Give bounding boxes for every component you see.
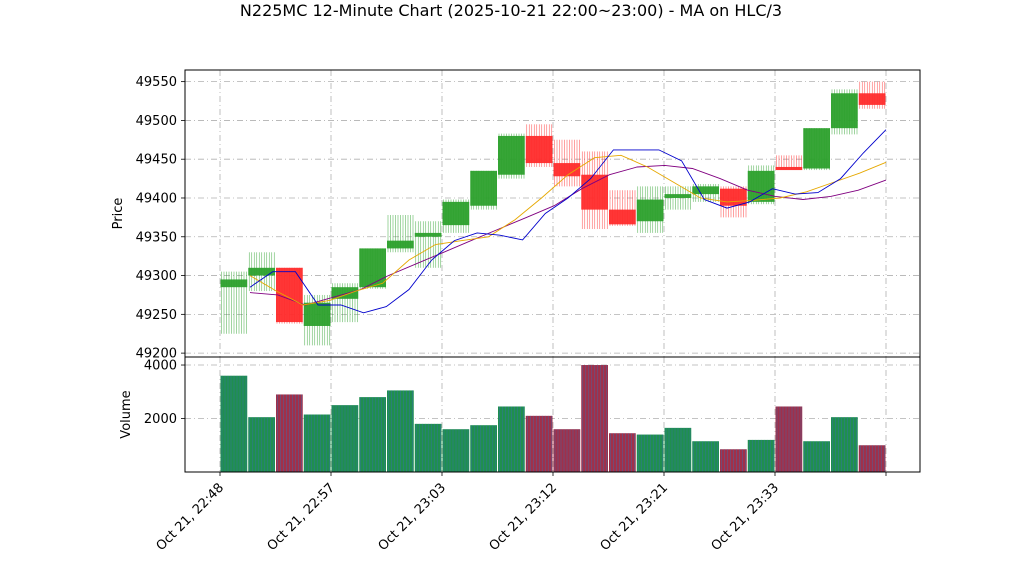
price-axis-label: Price [111, 198, 126, 230]
candle-up [747, 165, 775, 205]
candle-up [442, 199, 470, 233]
volume-bar [803, 441, 830, 472]
candle-up [498, 133, 525, 179]
volume-bar [303, 414, 331, 472]
volume-bar [775, 406, 803, 472]
candle-body [331, 287, 359, 299]
candle-up [303, 294, 331, 346]
candle-down [581, 151, 608, 230]
candle-up [692, 184, 719, 202]
volume-bar [609, 433, 636, 472]
volume-bar [581, 365, 608, 472]
volume-bar [747, 439, 775, 472]
price-tick-label: 49250 [136, 308, 177, 323]
ma-slow-line [249, 164, 887, 306]
price-panel: 49200 49250 49300 49350 49400 49450 49500 49550… [111, 69, 921, 362]
price-tick-label: 49400 [136, 191, 177, 206]
candle-body [692, 186, 719, 195]
candle-up [359, 248, 386, 289]
volume-frame [184, 356, 921, 473]
x-tick-label: Oct 21, 23:21 [598, 480, 671, 553]
x-tick-label: Oct 21, 23:33 [709, 480, 782, 553]
volume-bar [470, 425, 497, 472]
price-tick-label: 49450 [136, 153, 177, 168]
candle-body [609, 209, 636, 225]
volume-bar [414, 423, 442, 472]
volume-bar [720, 449, 747, 472]
volume-bar [664, 427, 692, 472]
price-tick-label: 49350 [136, 230, 177, 245]
volume-bar [858, 445, 886, 472]
volume-panel: 2000 4000 Volume [119, 356, 921, 473]
ma-mid-line [249, 154, 887, 306]
candle-up [831, 89, 858, 135]
candle-body [775, 166, 803, 171]
volume-bar [331, 405, 359, 472]
price-tick-label: 49200 [136, 347, 177, 362]
candle-down [858, 81, 886, 109]
volume-bar [498, 406, 525, 472]
candle-body [387, 240, 414, 249]
candle-up [803, 128, 830, 171]
x-tick-label: Oct 21, 22:57 [265, 480, 338, 553]
ma-fast-line [249, 129, 887, 314]
volume-bar [220, 375, 248, 472]
candle-body [831, 93, 858, 129]
volume-bar [831, 417, 858, 472]
candle-body [803, 128, 830, 169]
volume-axis-label: Volume [119, 390, 134, 438]
volume-tick-label: 2000 [144, 412, 177, 427]
candle-body [414, 232, 442, 237]
candle-up [331, 283, 359, 323]
candle-down [609, 190, 636, 226]
volume-bar [387, 390, 414, 472]
volume-bar [442, 429, 470, 472]
candle-body [525, 135, 553, 164]
volume-bar [525, 415, 553, 472]
candle-down [525, 124, 553, 167]
candle-down [775, 155, 803, 171]
candle-body [553, 163, 581, 177]
x-tick-label: Oct 21, 23:12 [487, 480, 560, 553]
candle-body [747, 170, 775, 202]
candle-body [858, 93, 886, 105]
volume-bar [692, 441, 719, 472]
candle-up [664, 186, 692, 210]
chart-title: N225MC 12-Minute Chart (2025-10-21 22:00… [239, 1, 783, 20]
candle-body [248, 267, 275, 276]
price-tick-label: 49300 [136, 269, 177, 284]
candle-body [636, 199, 664, 222]
volume-bar [276, 394, 303, 472]
volume-bar [359, 397, 386, 472]
x-axis: Oct 21, 22:48 Oct 21, 22:57 Oct 21, 23:03 O… [154, 472, 887, 554]
candle-body [664, 194, 692, 198]
candle-up [636, 186, 664, 233]
price-tick-label: 49550 [136, 75, 177, 90]
candle-body [220, 279, 248, 288]
price-tick-label: 49500 [136, 114, 177, 129]
candle-body [470, 170, 497, 206]
volume-bar [553, 429, 581, 472]
candle-body [303, 302, 331, 326]
x-tick-label: Oct 21, 22:48 [154, 480, 227, 553]
candle-body [359, 248, 386, 288]
volume-bar [248, 417, 275, 472]
candle-body [720, 188, 747, 206]
candle-up [387, 215, 414, 253]
candle-up [220, 271, 248, 334]
candle-body [442, 201, 470, 226]
candle-body [581, 174, 608, 210]
candle-body [498, 135, 525, 175]
candle-up [470, 170, 497, 210]
x-tick-label: Oct 21, 23:03 [376, 480, 449, 553]
candle-down [553, 139, 581, 187]
candle-down [276, 267, 303, 324]
volume-bar [636, 434, 664, 472]
candle-body [276, 267, 303, 323]
volume-tick-label: 4000 [144, 359, 177, 374]
